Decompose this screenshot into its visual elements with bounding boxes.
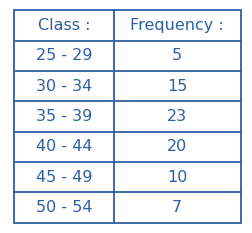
Text: Class :: Class : bbox=[38, 18, 90, 33]
Text: Frequency :: Frequency : bbox=[130, 18, 224, 33]
Text: 5: 5 bbox=[172, 48, 182, 63]
Text: 25 - 29: 25 - 29 bbox=[36, 48, 92, 63]
Text: 20: 20 bbox=[167, 139, 187, 154]
Text: 23: 23 bbox=[167, 109, 187, 124]
Text: 50 - 54: 50 - 54 bbox=[36, 200, 92, 215]
Text: 10: 10 bbox=[167, 170, 187, 185]
Text: 30 - 34: 30 - 34 bbox=[36, 79, 92, 94]
Text: 15: 15 bbox=[167, 79, 187, 94]
Text: 40 - 44: 40 - 44 bbox=[36, 139, 92, 154]
Text: 7: 7 bbox=[172, 200, 182, 215]
Bar bbox=[14, 10, 241, 223]
Text: 35 - 39: 35 - 39 bbox=[36, 109, 92, 124]
Text: 45 - 49: 45 - 49 bbox=[36, 170, 92, 185]
